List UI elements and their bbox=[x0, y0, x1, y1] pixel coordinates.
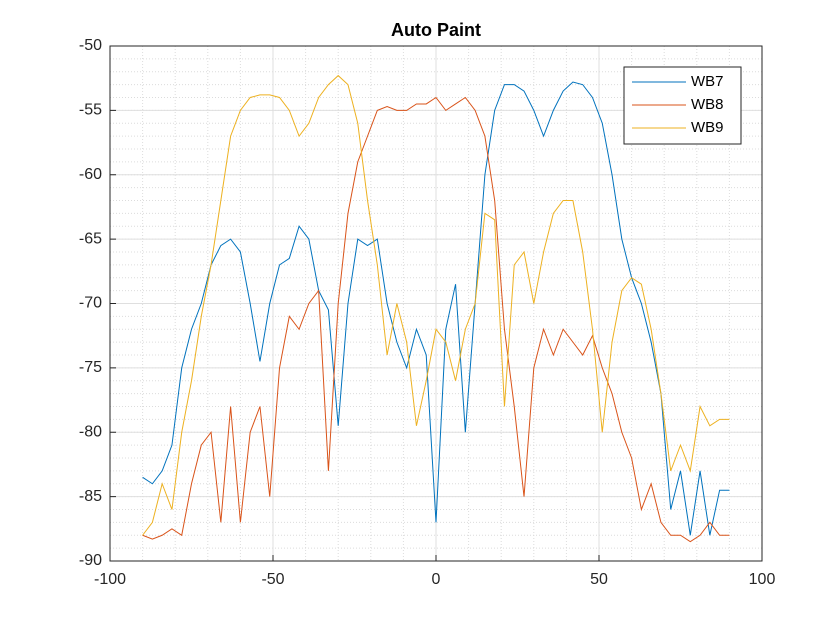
y-tick-label: -75 bbox=[79, 359, 102, 376]
y-tick-label: -60 bbox=[79, 166, 102, 183]
y-tick-label: -85 bbox=[79, 488, 102, 505]
y-tick-label: -55 bbox=[79, 102, 102, 119]
axes-box bbox=[109, 45, 763, 562]
y-tick-label: -65 bbox=[79, 230, 102, 247]
legend-label: WB7 bbox=[691, 73, 724, 90]
chart-title: Auto Paint bbox=[391, 20, 481, 40]
y-tick-label: -70 bbox=[79, 295, 102, 312]
data-line bbox=[142, 96, 730, 543]
legend-label: WB8 bbox=[691, 96, 724, 113]
legend-label: WB9 bbox=[691, 119, 724, 136]
x-tick-label: 50 bbox=[590, 571, 608, 588]
x-tick-label: -100 bbox=[94, 571, 126, 588]
y-tick-label: -80 bbox=[79, 423, 102, 440]
data-line bbox=[142, 74, 730, 536]
y-tick-label: -50 bbox=[79, 37, 102, 54]
x-tick-label: 100 bbox=[749, 571, 776, 588]
y-tick-label: -90 bbox=[79, 552, 102, 569]
x-tick-label: -50 bbox=[261, 571, 284, 588]
x-tick-label: 0 bbox=[432, 571, 441, 588]
